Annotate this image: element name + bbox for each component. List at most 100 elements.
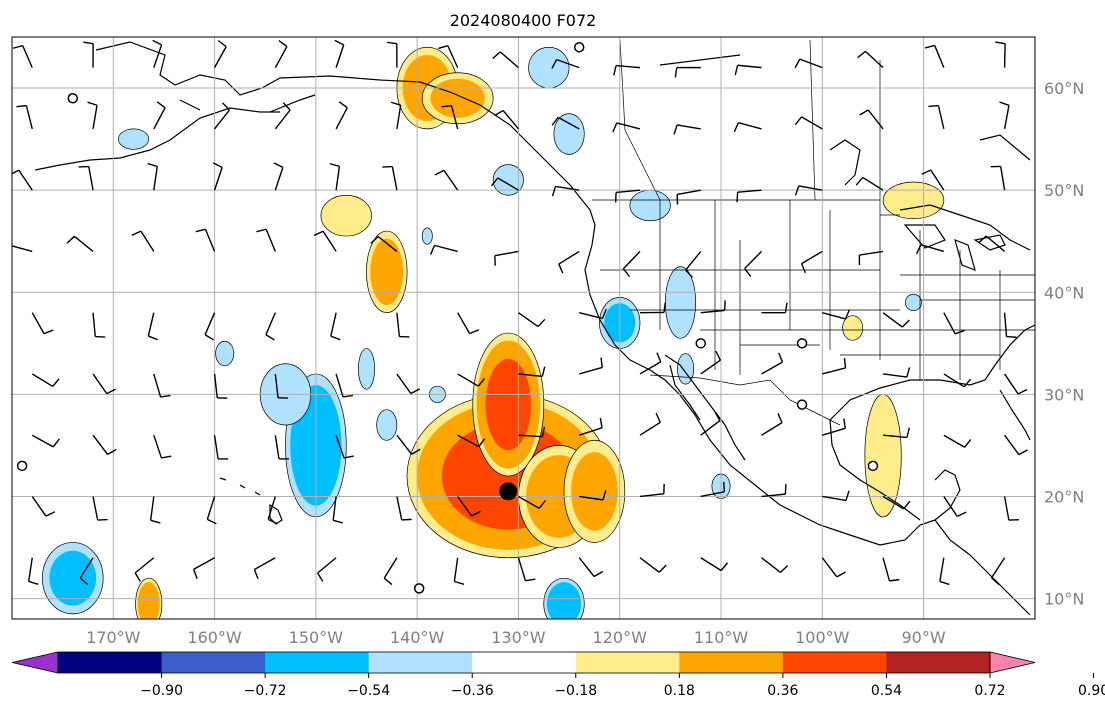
wind-barb	[676, 189, 701, 205]
wind-barb	[761, 484, 787, 498]
wind-barb	[928, 104, 945, 130]
wind-barb	[12, 245, 33, 253]
wind-barb	[943, 434, 972, 448]
figure-title: 2024080400 F072	[450, 11, 597, 30]
colorbar-tick-label: 0.36	[767, 683, 798, 699]
wind-barb	[551, 116, 580, 130]
anomaly-contour	[320, 194, 372, 237]
wind-barb	[396, 434, 421, 455]
wind-barb	[685, 250, 702, 278]
wind-barb	[883, 427, 910, 439]
anomaly-contour	[528, 46, 570, 89]
anomaly-contour	[215, 340, 235, 367]
wind-barb	[147, 312, 158, 341]
wind-barb	[551, 58, 580, 69]
wind-barb	[265, 312, 276, 341]
wind-barb	[206, 496, 217, 525]
wind-barb	[1004, 434, 1028, 456]
wind-barb	[273, 162, 284, 191]
wind-barb	[822, 357, 847, 375]
wind-barb	[92, 312, 106, 338]
wind-barb	[990, 165, 1006, 191]
colorbar-tick-label: −0.72	[244, 683, 287, 699]
wind-barb	[579, 357, 604, 375]
longitude-tick-label: 130°W	[491, 628, 546, 647]
wind-barb	[253, 557, 276, 580]
wind-barb	[859, 109, 884, 130]
wind-barb	[990, 557, 1006, 585]
wind-barb	[147, 162, 158, 191]
wind-barb	[438, 45, 459, 68]
wind-barb	[978, 235, 1006, 252]
wind-barb	[518, 312, 546, 328]
wind-barb	[1003, 496, 1019, 521]
wind-barb	[1003, 312, 1017, 338]
wind-barb	[822, 309, 851, 320]
anomaly-contour	[864, 393, 902, 518]
wind-barb	[761, 302, 788, 314]
wind-barb	[12, 44, 33, 68]
wind-barb	[882, 367, 911, 378]
wind-barb	[939, 557, 950, 586]
wind-barb	[213, 373, 228, 399]
anomaly-contour	[358, 348, 375, 390]
wind-barb	[673, 124, 701, 135]
wind-barb	[995, 41, 1006, 68]
political-borders	[592, 39, 1035, 426]
wind-barb	[370, 235, 398, 252]
anomaly-contour	[430, 78, 485, 118]
wind-barb	[943, 373, 972, 388]
anomaly-contour	[842, 315, 864, 341]
graticule	[12, 37, 1035, 619]
wind-barb	[87, 101, 98, 130]
wind-barb	[335, 373, 354, 398]
wind-barb	[1004, 373, 1028, 395]
colorbar-extend-max	[989, 651, 1036, 674]
wind-barb	[153, 101, 166, 130]
wind-barb	[390, 101, 402, 130]
wind-barb	[999, 101, 1010, 130]
longitude-tick-label: 160°W	[187, 628, 242, 647]
wind-barb	[613, 64, 641, 76]
colorbar-swatch	[368, 652, 473, 673]
wind-barb	[794, 58, 823, 69]
wind-barb	[612, 122, 641, 133]
wind-barb	[700, 557, 729, 572]
wind-barb	[622, 250, 641, 278]
anomaly-contour	[485, 358, 532, 451]
anomaly-contour	[49, 550, 97, 606]
wind-barb	[453, 557, 465, 585]
wind-barb	[335, 434, 354, 459]
colorbar: −0.90 −0.72 −0.54 −0.36 −0.18 0.18 0.36 0.54 0.7…	[11, 651, 1105, 699]
longitude-tick-label: 120°W	[593, 628, 648, 647]
wind-barb	[736, 189, 762, 203]
wind-barb	[822, 490, 850, 502]
anomaly-contour	[546, 582, 582, 619]
anomaly-contour	[376, 409, 398, 441]
wind-barb	[457, 434, 486, 448]
wind-barb	[441, 104, 459, 130]
wind-barb	[79, 557, 94, 586]
wind-barb	[153, 373, 171, 398]
anomaly-contour	[882, 181, 945, 220]
wind-barb	[396, 312, 410, 338]
wind-barbs	[12, 39, 1028, 586]
wind-barb	[383, 557, 398, 586]
wind-barb	[152, 39, 163, 68]
wind-barb	[31, 434, 60, 448]
latitude-tick-label: 20°N	[1044, 487, 1084, 506]
wind-barb	[434, 169, 459, 191]
anomaly-contour	[117, 128, 150, 150]
wind-barb	[639, 412, 661, 436]
wind-barb	[267, 496, 278, 525]
wind-barb	[700, 411, 721, 436]
longitude-tick-labels: 170°W 160°W 150°W 140°W 130°W 120°W 110°W 100°W…	[86, 628, 946, 647]
colorbar-tick-label: −0.36	[451, 683, 494, 699]
wind-barb	[639, 302, 666, 314]
wind-barb	[396, 496, 412, 521]
wind-barb	[457, 373, 486, 387]
wind-barb	[195, 228, 216, 252]
longitude-tick-label: 90°W	[901, 628, 945, 647]
wind-barb	[821, 557, 846, 578]
wind-barb	[700, 481, 725, 498]
